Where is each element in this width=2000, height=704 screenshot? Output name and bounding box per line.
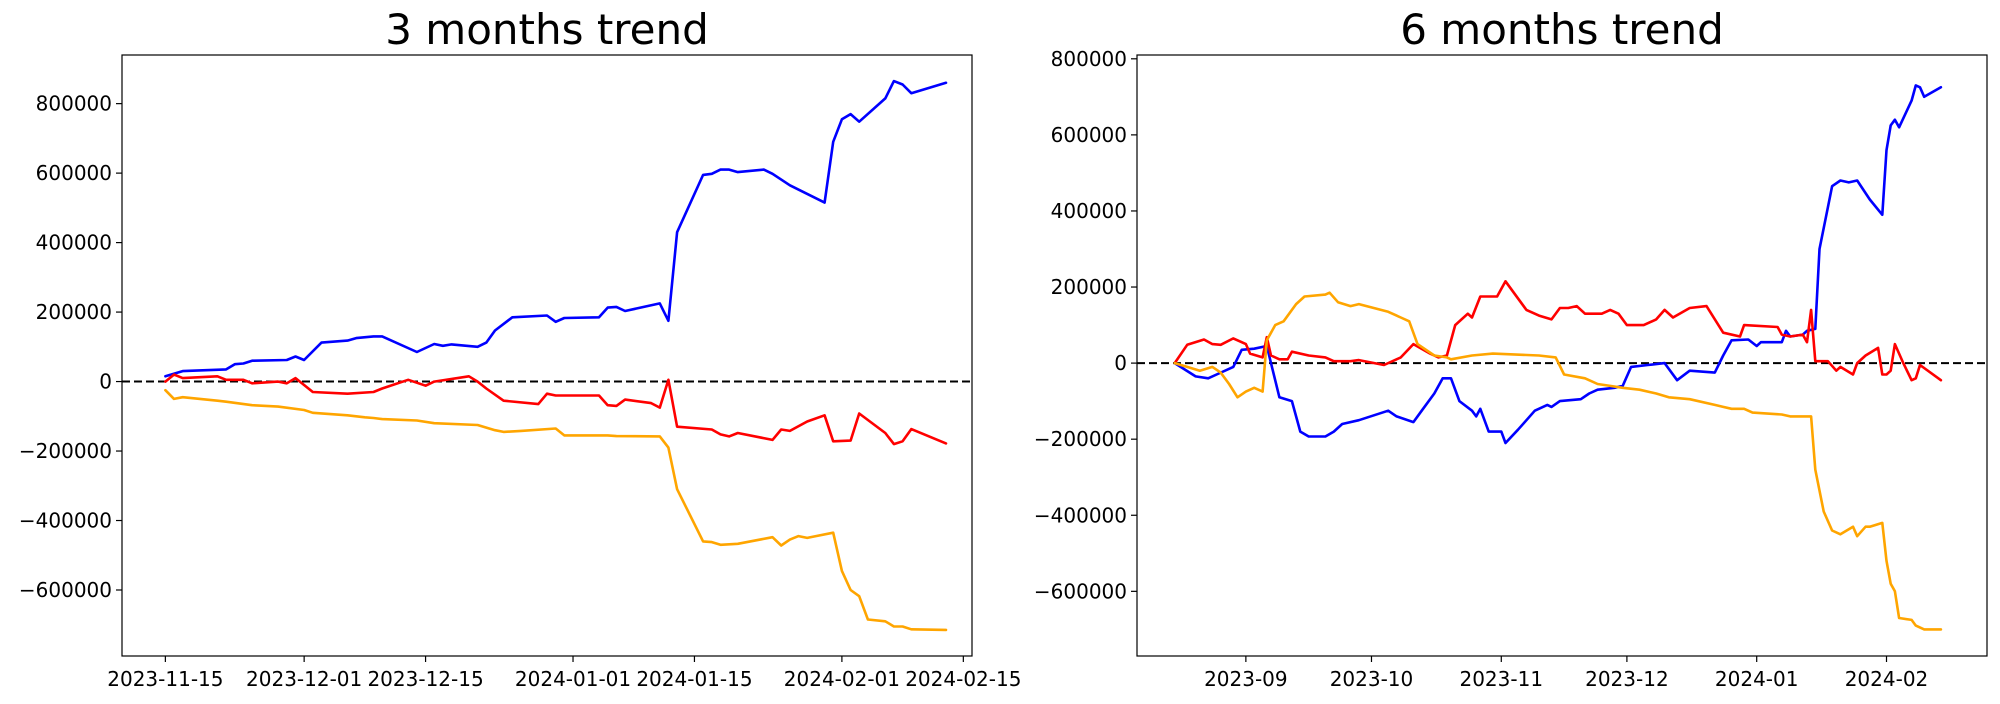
x-tick-label: 2023-12 <box>1585 667 1669 691</box>
y-tick-label: 400000 <box>36 231 112 255</box>
y-tick-label: −400000 <box>19 509 112 533</box>
series-line-3 <box>164 388 948 632</box>
x-tick-label: 2023-12-15 <box>367 667 483 691</box>
chart-1: 3 months trend −600000 −400000 −200000 0 2000… <box>19 5 1022 691</box>
y-tick-label: 200000 <box>36 300 112 324</box>
chart-2: 6 months trend −600000 −400000 −200000 0 2000… <box>1034 5 1988 691</box>
y-tick-label: 800000 <box>1051 47 1127 71</box>
y-tick-label: 400000 <box>1051 199 1127 223</box>
y-tick-label: 200000 <box>1051 275 1127 299</box>
x-tick-label: 2023-11-15 <box>107 667 223 691</box>
x-tick-label: 2024-02 <box>1845 667 1929 691</box>
y-tick-label: 800000 <box>36 92 112 116</box>
y-tick-label: −600000 <box>1034 579 1127 603</box>
x-tick-label: 2024-01-01 <box>515 667 631 691</box>
y-tick-label: −200000 <box>1034 427 1127 451</box>
series-line-2 <box>164 373 948 446</box>
plot-area <box>1137 84 1987 631</box>
chart-title: 3 months trend <box>385 5 709 54</box>
series-line-1 <box>164 79 948 378</box>
x-tick-label: 2024-02-15 <box>905 667 1021 691</box>
y-tick-label: −600000 <box>19 578 112 602</box>
x-tick-label: 2024-02-01 <box>784 667 900 691</box>
series-line-2 <box>1173 279 1943 382</box>
x-tick-label: 2023-10 <box>1330 667 1414 691</box>
y-tick-label: −400000 <box>1034 503 1127 527</box>
y-tick-label: 0 <box>1114 351 1127 375</box>
x-tick-label: 2024-01 <box>1715 667 1799 691</box>
plot-area <box>122 79 972 632</box>
x-tick-label: 2023-09 <box>1204 667 1288 691</box>
y-tick-label: 0 <box>99 370 112 394</box>
x-tick-label: 2023-12-01 <box>246 667 362 691</box>
chart-title: 6 months trend <box>1400 5 1724 54</box>
x-tick-label: 2024-01-15 <box>636 667 752 691</box>
axes-frame <box>121 54 973 657</box>
y-tick-label: 600000 <box>1051 123 1127 147</box>
x-tick-label: 2023-11 <box>1459 667 1543 691</box>
series-line-1 <box>1173 84 1943 445</box>
y-tick-label: 600000 <box>36 161 112 185</box>
axes-frame <box>1136 54 1988 657</box>
series-line-3 <box>1173 291 1943 631</box>
y-tick-label: −200000 <box>19 439 112 463</box>
